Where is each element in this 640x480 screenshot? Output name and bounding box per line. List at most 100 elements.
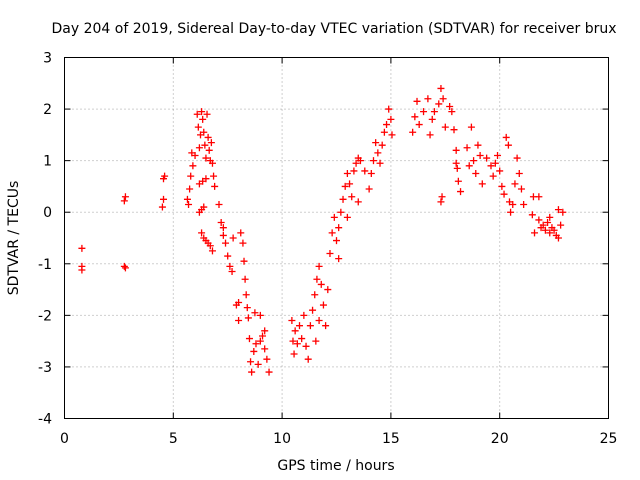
data-point <box>348 193 356 201</box>
data-point <box>387 115 395 123</box>
data-point <box>247 358 255 366</box>
data-point <box>367 170 375 178</box>
data-point <box>201 141 209 149</box>
data-point <box>346 180 354 188</box>
y-tick-label: 0 <box>43 205 52 221</box>
data-point <box>290 350 298 358</box>
data-point <box>187 172 195 180</box>
data-point <box>343 213 351 221</box>
data-point <box>259 332 267 340</box>
data-point <box>121 193 129 201</box>
x-tick-label: 5 <box>169 431 178 447</box>
data-point <box>252 340 260 348</box>
data-point <box>544 219 552 227</box>
data-point <box>200 128 208 136</box>
data-point <box>289 337 297 345</box>
data-point <box>202 154 210 162</box>
data-point <box>450 126 458 134</box>
data-point <box>302 342 310 350</box>
data-point <box>350 167 358 175</box>
y-axis-label: SDTVAR / TECUs <box>6 181 22 296</box>
data-point <box>335 224 343 232</box>
data-point <box>374 149 382 157</box>
data-point <box>383 121 391 129</box>
data-point <box>121 264 129 272</box>
data-point <box>330 213 338 221</box>
x-tick-label: 10 <box>273 431 291 447</box>
data-point <box>199 115 207 123</box>
data-point <box>356 157 364 165</box>
data-point <box>208 159 216 167</box>
data-point <box>376 159 384 167</box>
data-point <box>507 208 515 216</box>
data-point <box>219 224 227 232</box>
data-point <box>217 219 225 227</box>
data-point <box>288 317 296 325</box>
x-tick-label: 20 <box>491 431 509 447</box>
data-point <box>222 239 230 247</box>
data-point <box>194 123 202 131</box>
data-point <box>472 170 480 178</box>
data-point <box>465 162 473 170</box>
data-point <box>198 108 206 116</box>
data-point <box>361 167 369 175</box>
data-point <box>203 110 211 118</box>
data-point <box>333 237 340 245</box>
data-point <box>415 121 423 129</box>
data-point <box>328 229 336 237</box>
data-point <box>237 229 245 237</box>
x-axis-label: GPS time / hours <box>277 458 394 474</box>
data-point <box>296 322 304 330</box>
data-point <box>470 157 478 165</box>
data-point <box>78 266 86 274</box>
data-point <box>441 123 449 131</box>
data-point <box>511 180 519 188</box>
data-point <box>517 185 525 193</box>
data-point <box>337 208 345 216</box>
data-point <box>315 317 323 325</box>
data-point <box>312 337 320 345</box>
data-point <box>559 208 567 216</box>
data-point <box>409 128 417 136</box>
data-point <box>446 102 454 110</box>
data-point <box>300 311 308 319</box>
data-point <box>354 198 362 206</box>
x-tick-label: 0 <box>60 431 69 447</box>
data-point <box>430 108 438 116</box>
data-point <box>322 322 330 330</box>
data-point <box>202 175 210 183</box>
data-point <box>251 309 259 317</box>
data-point <box>478 180 486 188</box>
data-point <box>515 170 523 178</box>
data-point <box>186 185 194 193</box>
data-point <box>120 262 128 270</box>
y-tick-label: 2 <box>43 102 52 118</box>
data-point <box>528 211 536 219</box>
data-point <box>498 182 506 190</box>
data-point <box>438 193 446 201</box>
data-point <box>191 151 199 159</box>
data-point <box>185 200 193 208</box>
data-point <box>554 234 562 242</box>
data-point <box>206 242 214 250</box>
data-point <box>420 108 428 116</box>
data-point <box>224 252 232 260</box>
data-point <box>452 159 460 167</box>
data-point <box>291 327 299 335</box>
data-point <box>457 188 465 196</box>
data-point <box>324 286 332 294</box>
data-point <box>207 139 215 147</box>
data-point <box>491 159 499 167</box>
data-point <box>520 200 528 208</box>
data-point <box>254 360 262 368</box>
y-tick-label: -2 <box>38 308 52 324</box>
data-point <box>193 110 201 118</box>
data-point <box>454 177 462 185</box>
y-tick-label: -1 <box>38 257 52 273</box>
data-point <box>476 151 484 159</box>
data-point <box>219 231 227 239</box>
data-point <box>319 301 327 309</box>
data-point <box>211 182 219 190</box>
data-point <box>315 262 323 270</box>
